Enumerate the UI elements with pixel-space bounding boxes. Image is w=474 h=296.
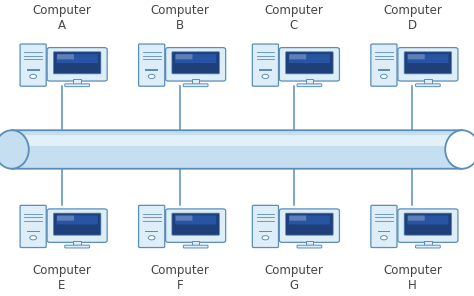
FancyBboxPatch shape — [56, 54, 98, 63]
Text: Computer
F: Computer F — [151, 263, 210, 292]
FancyBboxPatch shape — [175, 215, 192, 221]
FancyBboxPatch shape — [404, 213, 452, 235]
FancyBboxPatch shape — [408, 215, 425, 221]
FancyBboxPatch shape — [371, 205, 397, 247]
Circle shape — [148, 236, 155, 240]
Circle shape — [262, 74, 269, 78]
FancyBboxPatch shape — [12, 130, 462, 169]
FancyBboxPatch shape — [279, 209, 339, 242]
FancyBboxPatch shape — [289, 54, 306, 59]
FancyBboxPatch shape — [398, 48, 458, 81]
Ellipse shape — [445, 130, 474, 169]
Bar — [192, 241, 200, 246]
Text: Computer
B: Computer B — [151, 4, 210, 33]
Circle shape — [30, 236, 36, 240]
FancyBboxPatch shape — [138, 44, 165, 86]
Bar — [424, 79, 432, 84]
Bar — [424, 241, 432, 246]
Bar — [145, 69, 158, 71]
FancyBboxPatch shape — [398, 209, 458, 242]
FancyBboxPatch shape — [286, 213, 333, 235]
Bar — [73, 241, 81, 246]
FancyBboxPatch shape — [57, 54, 74, 59]
Ellipse shape — [0, 130, 29, 169]
FancyBboxPatch shape — [54, 52, 101, 74]
Bar — [192, 79, 200, 84]
FancyBboxPatch shape — [165, 48, 226, 81]
FancyBboxPatch shape — [297, 245, 322, 248]
FancyBboxPatch shape — [404, 52, 452, 74]
FancyBboxPatch shape — [183, 245, 208, 248]
Circle shape — [381, 74, 387, 78]
Bar — [377, 231, 390, 232]
Bar — [27, 69, 39, 71]
Text: Computer
C: Computer C — [264, 4, 323, 33]
FancyBboxPatch shape — [252, 44, 279, 86]
FancyBboxPatch shape — [407, 215, 448, 224]
Bar — [306, 241, 313, 246]
FancyBboxPatch shape — [416, 84, 440, 87]
Text: Computer
A: Computer A — [32, 4, 91, 33]
FancyBboxPatch shape — [172, 52, 219, 74]
Circle shape — [148, 74, 155, 78]
FancyBboxPatch shape — [12, 135, 452, 146]
Bar — [27, 231, 39, 232]
FancyBboxPatch shape — [20, 205, 46, 247]
Bar — [377, 69, 390, 71]
FancyBboxPatch shape — [175, 54, 216, 63]
Bar — [306, 79, 313, 84]
FancyBboxPatch shape — [56, 215, 98, 224]
FancyBboxPatch shape — [47, 48, 107, 81]
Circle shape — [262, 236, 269, 240]
FancyBboxPatch shape — [252, 205, 279, 247]
FancyBboxPatch shape — [289, 215, 306, 221]
FancyBboxPatch shape — [416, 245, 440, 248]
Circle shape — [381, 236, 387, 240]
Text: Computer
D: Computer D — [383, 4, 442, 33]
FancyBboxPatch shape — [175, 54, 192, 59]
FancyBboxPatch shape — [165, 209, 226, 242]
FancyBboxPatch shape — [175, 215, 216, 224]
Circle shape — [30, 74, 36, 78]
FancyBboxPatch shape — [172, 213, 219, 235]
FancyBboxPatch shape — [407, 54, 448, 63]
FancyBboxPatch shape — [289, 215, 330, 224]
FancyBboxPatch shape — [54, 213, 101, 235]
FancyBboxPatch shape — [20, 44, 46, 86]
Bar — [73, 79, 81, 84]
FancyBboxPatch shape — [65, 245, 90, 248]
FancyBboxPatch shape — [279, 48, 339, 81]
Text: Computer
H: Computer H — [383, 263, 442, 292]
Bar — [259, 69, 272, 71]
FancyBboxPatch shape — [297, 84, 322, 87]
Text: Computer
G: Computer G — [264, 263, 323, 292]
Bar — [145, 231, 158, 232]
FancyBboxPatch shape — [183, 84, 208, 87]
FancyBboxPatch shape — [138, 205, 165, 247]
FancyBboxPatch shape — [371, 44, 397, 86]
FancyBboxPatch shape — [57, 215, 74, 221]
Text: Computer
E: Computer E — [32, 263, 91, 292]
FancyBboxPatch shape — [286, 52, 333, 74]
FancyBboxPatch shape — [408, 54, 425, 59]
Bar — [259, 231, 272, 232]
FancyBboxPatch shape — [65, 84, 90, 87]
FancyBboxPatch shape — [289, 54, 330, 63]
FancyBboxPatch shape — [47, 209, 107, 242]
